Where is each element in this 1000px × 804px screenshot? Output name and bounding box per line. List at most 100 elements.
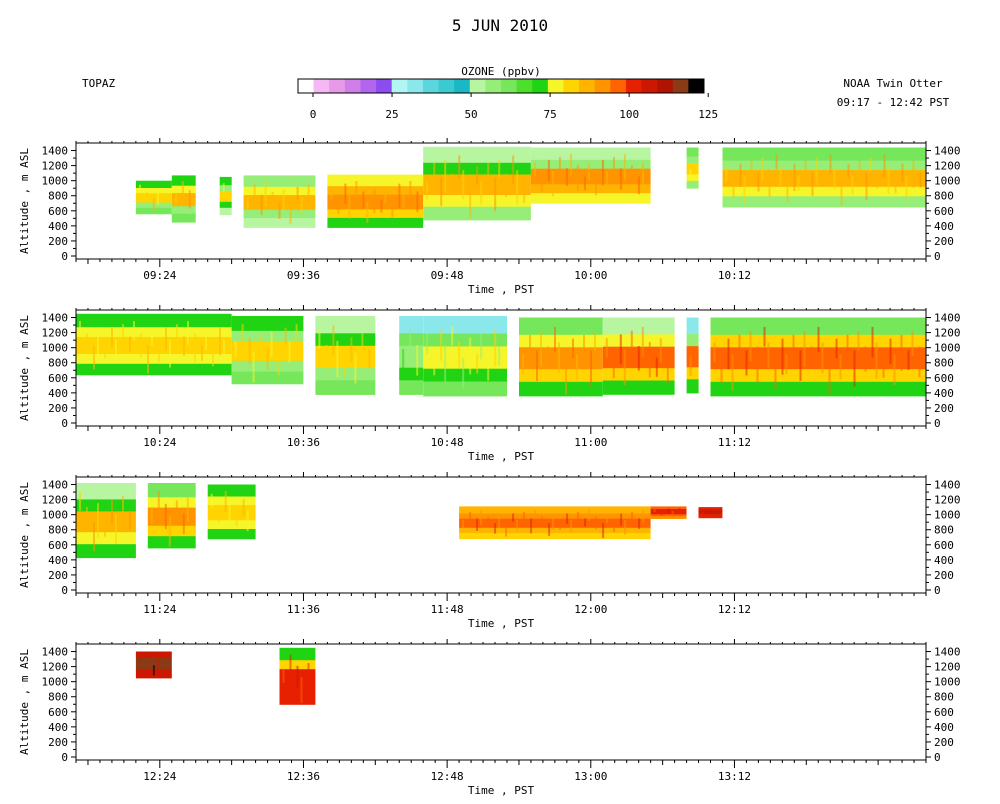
ozone-streak — [595, 516, 598, 530]
ozone-streak — [624, 520, 627, 535]
ozone-streak — [757, 172, 760, 192]
ozone-streak — [469, 184, 472, 219]
y-tick-label-right: 800 — [934, 524, 954, 537]
y-tick-label-left: 1200 — [42, 327, 69, 340]
ozone-streak — [462, 357, 465, 389]
ozone-streak — [289, 654, 292, 673]
y-tick-label-left: 1000 — [42, 342, 69, 355]
colorbar-swatch — [563, 79, 580, 93]
colorbar-swatch — [360, 79, 377, 93]
colorbar-swatch — [532, 79, 549, 93]
ozone-streak — [720, 358, 723, 384]
ozone-streak — [512, 155, 515, 184]
ozone-streak — [458, 155, 461, 179]
y-tick-label-right: 1400 — [934, 479, 961, 492]
ozone-streak — [774, 358, 777, 389]
ozone-streak — [565, 168, 568, 186]
x-tick-label: 09:48 — [431, 269, 464, 282]
ozone-streak — [183, 336, 185, 356]
ozone-band — [279, 647, 316, 661]
y-tick-label-left: 400 — [48, 721, 68, 734]
ozone-band — [315, 380, 376, 395]
ozone-streak — [409, 329, 412, 355]
y-tick-label-left: 1200 — [42, 661, 69, 674]
curtain-segment — [710, 317, 926, 397]
y-tick-label-left: 400 — [48, 220, 68, 233]
ozone-streak — [547, 159, 550, 182]
curtain-segment — [519, 317, 603, 397]
ozone-streak — [223, 339, 225, 355]
ozone-band — [519, 369, 603, 383]
y-tick-label-left: 0 — [61, 584, 68, 597]
ozone-streak — [727, 338, 730, 370]
curtain-segment — [243, 175, 316, 228]
y-tick-label-right: 800 — [934, 190, 954, 203]
ozone-streak — [350, 337, 353, 363]
ozone-band — [459, 506, 651, 514]
ozone-streak — [883, 154, 886, 178]
ozone-streak — [169, 339, 171, 368]
y-tick-label-left: 1200 — [42, 160, 69, 173]
panel-4: 12:24 12:36 12:48 13:00 13:12 Time , PST 0 0 200… — [18, 639, 961, 797]
plot-frame — [75, 643, 927, 761]
ozone-streak — [416, 345, 419, 376]
ozone-streak — [858, 160, 861, 184]
ozone-band — [519, 317, 603, 336]
ozone-streak — [584, 518, 587, 527]
ozone-streak — [541, 516, 544, 528]
curtain-segment — [219, 176, 232, 216]
ozone-band — [219, 191, 232, 203]
ozone-streak — [205, 330, 207, 350]
ozone-streak — [409, 181, 412, 198]
ozone-streak — [912, 160, 915, 188]
ozone-band — [219, 176, 232, 186]
ozone-streak — [138, 654, 141, 662]
y-tick-label-left: 800 — [48, 190, 68, 203]
ozone-streak — [637, 176, 640, 195]
ozone-streak — [182, 513, 185, 535]
ozone-streak — [343, 356, 346, 377]
ozone-band — [722, 186, 926, 197]
ozone-streak — [619, 334, 622, 365]
curtain-segment — [171, 175, 196, 223]
ozone-band — [710, 381, 926, 397]
ozone-streak — [576, 165, 579, 191]
colorbar-swatch — [313, 79, 330, 93]
ozone-streak — [391, 196, 394, 218]
curtain-segment — [76, 483, 136, 559]
y-axis-label: Altitude , m ASL — [18, 649, 31, 755]
ozone-streak — [829, 154, 832, 174]
ozone-streak — [594, 330, 596, 351]
x-tick-label: 11:00 — [574, 436, 607, 449]
ozone-streak — [104, 342, 106, 358]
curtain-segment — [76, 313, 232, 376]
ozone-band — [530, 147, 651, 161]
ozone-streak — [576, 354, 578, 380]
ozone-streak — [152, 665, 155, 676]
curtain-segment — [459, 506, 651, 540]
colorbar-frame — [297, 78, 705, 94]
ozone-band — [459, 527, 651, 534]
ozone-streak — [361, 333, 364, 370]
ozone-streak — [277, 344, 280, 376]
ozone-streak — [803, 330, 806, 367]
colorbar-tick-label: 125 — [698, 108, 718, 121]
ozone-streak — [476, 353, 479, 374]
panel-1: 09:24 09:36 09:48 10:00 10:12 Time , PST 0 0 200… — [18, 138, 961, 296]
ozone-streak — [440, 329, 443, 361]
colorbar-tick-label: 75 — [543, 108, 556, 121]
y-tick-label-right: 200 — [934, 736, 954, 749]
ozone-streak — [246, 510, 249, 532]
ozone-streak — [846, 334, 849, 366]
ozone-band — [686, 180, 699, 189]
colorbar-swatch — [454, 79, 471, 93]
ozone-streak — [398, 183, 401, 208]
ozone-streak — [86, 333, 88, 353]
ozone-streak — [444, 345, 447, 383]
y-axis-label: Altitude , m ASL — [18, 315, 31, 421]
ozone-band — [243, 175, 316, 188]
ozone-streak — [354, 352, 357, 384]
ozone-band — [327, 217, 424, 228]
curtain-panels: 09:24 09:36 09:48 10:00 10:12 Time , PST 0 0 200… — [18, 138, 961, 797]
ozone-streak — [839, 354, 842, 380]
